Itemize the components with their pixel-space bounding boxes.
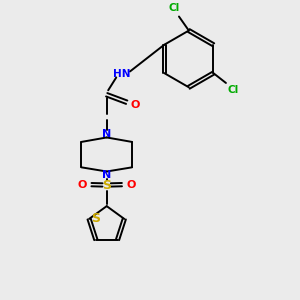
Text: Cl: Cl (168, 3, 179, 13)
Text: O: O (130, 100, 140, 110)
Text: Cl: Cl (227, 85, 238, 94)
Text: N: N (102, 129, 111, 139)
Text: S: S (102, 179, 111, 192)
Text: HN: HN (113, 69, 130, 79)
Text: O: O (126, 180, 136, 190)
Text: S: S (92, 212, 100, 225)
Text: N: N (102, 170, 111, 180)
Text: O: O (78, 180, 87, 190)
